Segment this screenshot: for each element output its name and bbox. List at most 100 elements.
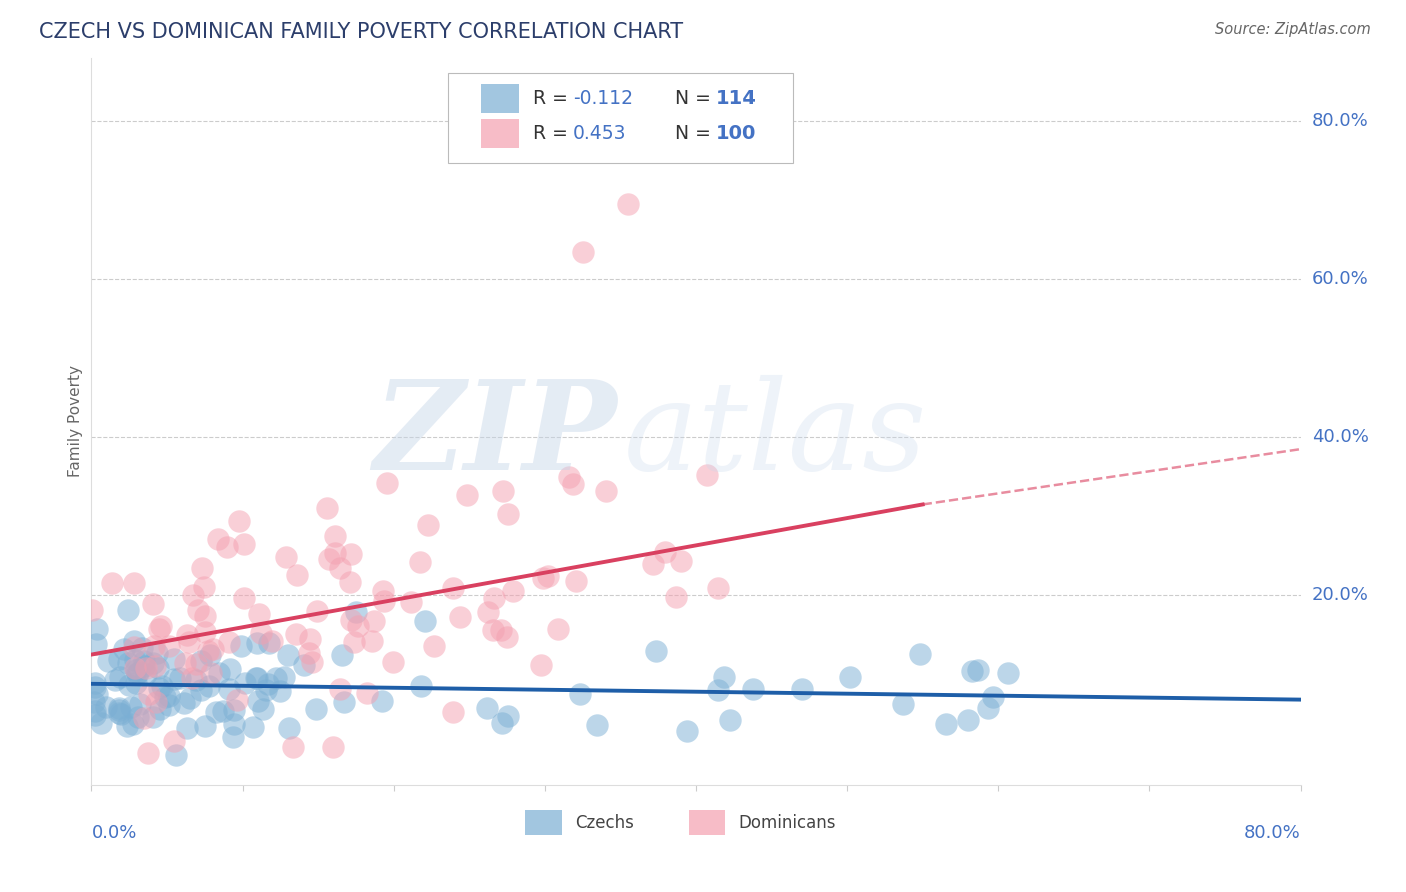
Point <box>456 488 478 502</box>
Point <box>231 639 253 653</box>
Point <box>571 244 593 259</box>
Point <box>347 619 370 633</box>
Point <box>222 716 245 731</box>
Point <box>117 678 139 692</box>
Point <box>145 646 167 660</box>
Point <box>301 656 323 670</box>
Point <box>120 700 142 714</box>
Text: atlas: atlas <box>623 376 927 497</box>
Point <box>956 713 979 727</box>
Point <box>96 700 118 714</box>
Point <box>643 557 665 571</box>
Text: 20.0%: 20.0% <box>1312 586 1368 604</box>
Point <box>375 476 398 491</box>
Point <box>226 693 249 707</box>
Point <box>186 657 208 672</box>
Point <box>935 717 957 731</box>
Point <box>617 197 640 211</box>
Text: 40.0%: 40.0% <box>1312 428 1368 446</box>
Point <box>339 614 361 628</box>
Point <box>416 518 439 533</box>
Point <box>568 687 591 701</box>
Point <box>382 655 405 669</box>
Point <box>135 666 157 681</box>
Text: 0.453: 0.453 <box>572 124 626 143</box>
Point <box>122 717 145 731</box>
Point <box>696 468 718 483</box>
Point <box>190 561 212 575</box>
Point <box>148 622 170 636</box>
Point <box>449 610 471 624</box>
Point <box>97 654 120 668</box>
Y-axis label: Family Poverty: Family Poverty <box>67 366 83 477</box>
FancyBboxPatch shape <box>689 811 725 835</box>
Point <box>163 673 186 687</box>
Point <box>322 739 344 754</box>
Point <box>249 626 271 640</box>
Point <box>489 623 512 637</box>
Point <box>562 476 585 491</box>
Point <box>142 639 165 653</box>
Point <box>246 636 269 650</box>
Point <box>176 721 198 735</box>
Point <box>134 654 156 668</box>
Point <box>215 540 238 554</box>
Point <box>363 614 385 628</box>
Point <box>163 734 186 748</box>
Text: 60.0%: 60.0% <box>1312 270 1368 288</box>
Point <box>595 483 617 498</box>
Point <box>194 608 217 623</box>
Point <box>277 648 299 663</box>
Point <box>124 660 146 674</box>
Point <box>150 679 173 693</box>
Point <box>80 602 103 616</box>
Point <box>155 690 177 705</box>
Text: R =: R = <box>533 124 574 143</box>
Point <box>233 675 256 690</box>
Point <box>132 659 155 673</box>
Point <box>86 622 108 636</box>
Text: Dominicans: Dominicans <box>738 814 835 831</box>
Point <box>675 724 697 739</box>
Point <box>718 713 741 727</box>
Point <box>183 588 205 602</box>
Point <box>150 619 173 633</box>
Point <box>233 537 256 551</box>
FancyBboxPatch shape <box>449 72 793 163</box>
Point <box>492 484 515 499</box>
Point <box>117 656 139 670</box>
Text: 0.0%: 0.0% <box>91 824 136 842</box>
Point <box>124 663 146 677</box>
Point <box>194 719 217 733</box>
Point <box>157 698 180 713</box>
Point <box>373 583 395 598</box>
Point <box>981 690 1004 705</box>
Point <box>305 702 328 716</box>
Text: N =: N = <box>675 124 717 143</box>
Point <box>482 623 505 637</box>
Point <box>305 604 328 618</box>
Point <box>86 686 108 700</box>
Point <box>547 622 569 636</box>
Point <box>298 646 321 660</box>
Point <box>83 708 105 723</box>
Point <box>706 682 728 697</box>
Point <box>218 681 240 696</box>
Point <box>145 695 167 709</box>
Point <box>83 681 105 695</box>
Point <box>242 720 264 734</box>
FancyBboxPatch shape <box>481 84 519 113</box>
Point <box>477 701 499 715</box>
Point <box>343 635 366 649</box>
Point <box>200 648 222 663</box>
Point <box>194 625 217 640</box>
Point <box>90 715 112 730</box>
Point <box>496 508 519 522</box>
Point <box>477 605 499 619</box>
Point <box>329 561 352 575</box>
Point <box>908 647 931 661</box>
Point <box>142 657 165 671</box>
Point <box>157 639 180 653</box>
Point <box>502 584 524 599</box>
Point <box>536 569 558 583</box>
